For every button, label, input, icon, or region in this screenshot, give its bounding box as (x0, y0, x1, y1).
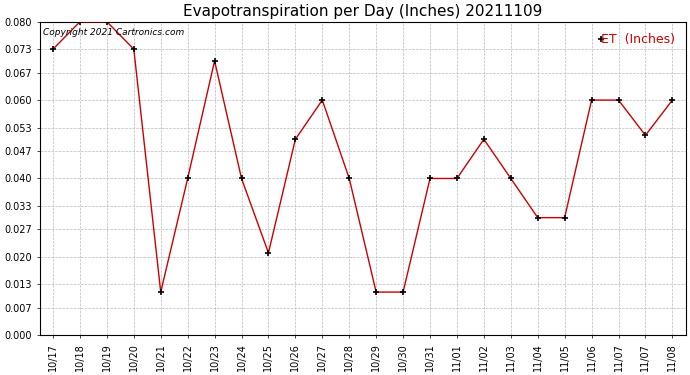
ET  (Inches) (533, 215, 542, 220)
ET  (Inches) (103, 20, 111, 24)
ET  (Inches) (184, 176, 192, 181)
ET  (Inches) (318, 98, 326, 102)
ET  (Inches) (668, 98, 676, 102)
ET  (Inches) (506, 176, 515, 181)
ET  (Inches) (587, 98, 595, 102)
Legend: ET  (Inches): ET (Inches) (595, 28, 680, 51)
Title: Evapotranspiration per Day (Inches) 20211109: Evapotranspiration per Day (Inches) 2021… (183, 4, 542, 19)
ET  (Inches) (264, 251, 273, 255)
ET  (Inches) (345, 176, 353, 181)
ET  (Inches) (372, 290, 380, 294)
ET  (Inches) (157, 290, 165, 294)
Text: Copyright 2021 Cartronics.com: Copyright 2021 Cartronics.com (43, 28, 184, 37)
ET  (Inches) (76, 20, 84, 24)
ET  (Inches) (130, 47, 138, 51)
ET  (Inches) (49, 47, 57, 51)
Line: ET  (Inches): ET (Inches) (50, 19, 675, 295)
ET  (Inches) (426, 176, 434, 181)
ET  (Inches) (641, 133, 649, 138)
ET  (Inches) (291, 137, 299, 141)
ET  (Inches) (480, 137, 488, 141)
ET  (Inches) (399, 290, 407, 294)
ET  (Inches) (210, 58, 219, 63)
ET  (Inches) (237, 176, 246, 181)
ET  (Inches) (453, 176, 461, 181)
ET  (Inches) (560, 215, 569, 220)
ET  (Inches) (614, 98, 622, 102)
